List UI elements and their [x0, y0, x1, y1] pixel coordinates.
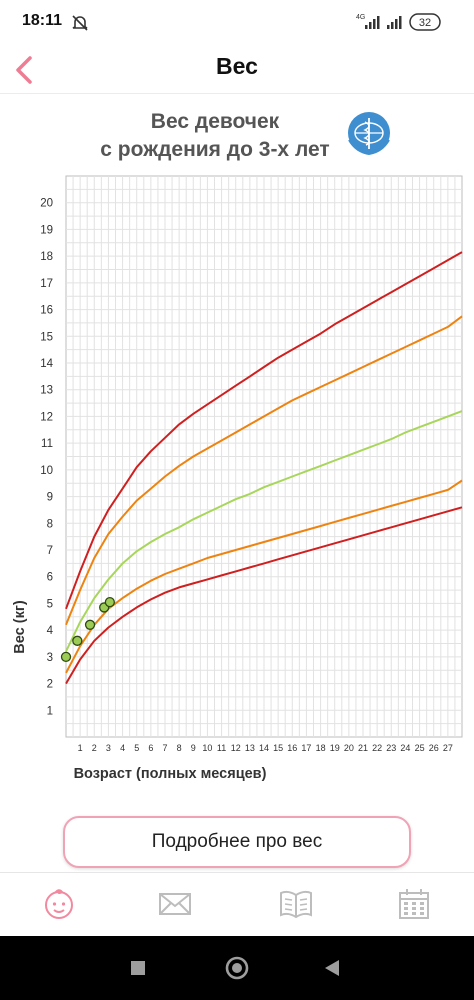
bottom-nav — [0, 872, 474, 936]
x-tick-label: 24 — [400, 743, 410, 753]
battery-icon — [409, 13, 441, 31]
x-tick-label: 13 — [245, 743, 255, 753]
x-tick-label: 18 — [316, 743, 326, 753]
x-tick-label: 3 — [106, 743, 111, 753]
y-tick-label: 11 — [41, 438, 53, 450]
nav-item-calendar[interactable] — [384, 879, 444, 929]
back-button[interactable] — [6, 50, 46, 90]
y-tick-label: 10 — [40, 465, 53, 477]
recents-button[interactable] — [124, 954, 152, 982]
measurement-point — [84, 619, 96, 630]
y-tick-label: 8 — [47, 518, 53, 530]
y-tick-label: 2 — [47, 679, 53, 691]
y-tick-label: 18 — [40, 251, 53, 263]
x-tick-label: 22 — [372, 743, 382, 753]
x-tick-label: 27 — [443, 743, 453, 753]
y-tick-label: 7 — [47, 545, 53, 557]
baby-face-icon — [45, 889, 73, 919]
x-tick-label: 15 — [273, 743, 283, 753]
y-tick-label: 9 — [47, 492, 53, 504]
chart-title-line2: с рождения до 3-х лет — [100, 138, 329, 161]
percentile-line — [65, 506, 463, 685]
x-tick-label: 6 — [148, 743, 153, 753]
nav-item-articles[interactable] — [266, 879, 326, 929]
y-tick-label: 5 — [47, 598, 53, 610]
chevron-left-icon — [16, 56, 32, 84]
y-tick-label: 3 — [47, 652, 53, 664]
calendar-icon — [399, 889, 429, 919]
x-tick-label: 26 — [429, 743, 439, 753]
x-tick-label: 17 — [301, 743, 311, 753]
y-tick-label: 14 — [40, 358, 53, 370]
status-bar: 18:11 4G 32 — [0, 0, 474, 44]
x-tick-label: 23 — [386, 743, 396, 753]
nav-item-messages[interactable] — [145, 879, 205, 929]
more-about-weight-button[interactable]: Подробнее про вес — [63, 816, 411, 868]
who-logo-icon — [348, 112, 390, 156]
y-tick-label: 4 — [47, 625, 54, 637]
signal-icon-2 — [387, 16, 402, 29]
home-circle-icon — [225, 956, 249, 980]
square-icon — [131, 961, 145, 975]
x-tick-label: 2 — [92, 743, 97, 753]
x-tick-label: 8 — [177, 743, 182, 753]
y-tick-label: 13 — [40, 385, 53, 397]
percentile-line — [65, 410, 463, 652]
measurement-point — [72, 635, 83, 646]
x-tick-label: 9 — [191, 743, 196, 753]
x-tick-label: 19 — [330, 743, 340, 753]
chart-svg: Вес девочек с рождения до 3-х лет 123456… — [12, 110, 463, 782]
battery-level: 32 — [419, 17, 431, 29]
y-tick-label: 20 — [40, 198, 53, 210]
bell-off-icon — [72, 15, 88, 31]
x-tick-label: 4 — [120, 743, 125, 753]
percentile-line — [65, 251, 463, 610]
system-nav-bar — [0, 936, 474, 1000]
x-tick-label: 10 — [202, 743, 212, 753]
chart-title-line1: Вес девочек — [151, 110, 280, 133]
x-tick-label: 14 — [259, 743, 269, 753]
status-time: 18:11 — [22, 12, 63, 29]
x-tick-label: 16 — [287, 743, 297, 753]
y-tick-label: 17 — [40, 278, 53, 290]
y-tick-label: 12 — [40, 411, 53, 423]
book-icon — [280, 890, 312, 919]
network-label: 4G — [356, 14, 365, 21]
percentile-line — [65, 479, 463, 674]
y-tick-label: 6 — [47, 572, 53, 584]
signal-icon — [365, 16, 380, 29]
measurement-point — [104, 596, 115, 608]
page-title: Вес — [216, 53, 258, 79]
x-tick-label: 11 — [217, 743, 226, 753]
measurement-point — [60, 651, 72, 663]
envelope-icon — [159, 893, 191, 915]
app-header: Вес — [0, 44, 474, 94]
y-tick-label: 1 — [47, 705, 53, 717]
x-tick-label: 7 — [162, 743, 167, 753]
x-tick-label: 20 — [344, 743, 354, 753]
x-tick-label: 12 — [231, 743, 241, 753]
triangle-back-icon — [325, 960, 339, 976]
y-axis-label: Вес (кг) — [12, 600, 28, 654]
status-icons: 4G 32 — [355, 10, 450, 39]
x-tick-label: 1 — [78, 743, 83, 753]
x-tick-label: 25 — [415, 743, 425, 753]
home-button[interactable] — [223, 954, 251, 982]
back-nav-button[interactable] — [318, 954, 346, 982]
y-tick-label: 19 — [40, 224, 53, 236]
x-axis-label: Возраст (полных месяцев) — [74, 766, 267, 782]
y-tick-label: 16 — [40, 305, 53, 317]
x-tick-label: 5 — [134, 743, 139, 753]
nav-item-baby[interactable] — [29, 879, 89, 929]
y-tick-label: 15 — [40, 331, 53, 343]
percentile-line — [65, 315, 463, 626]
x-tick-label: 21 — [358, 743, 368, 753]
